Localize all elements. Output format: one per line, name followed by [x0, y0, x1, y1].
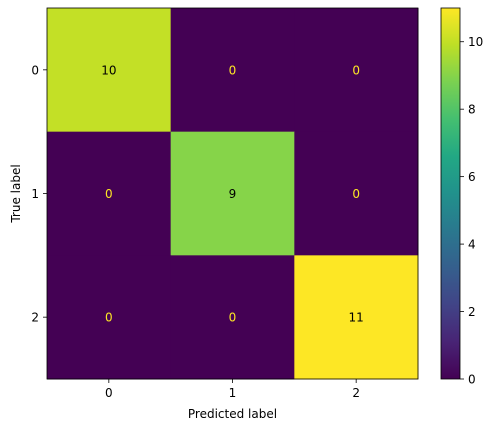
colorbar-tick-label: 4 [468, 238, 476, 252]
colorbar-tick-label: 6 [468, 170, 476, 184]
cell-value-label: 0 [229, 63, 237, 77]
cell-value-label: 0 [352, 63, 360, 77]
colorbar-tick-label: 2 [468, 305, 476, 319]
y-tick-label: 2 [31, 311, 39, 325]
matrix-cell [170, 255, 295, 380]
matrix-cell [47, 8, 172, 133]
matrix-cell [170, 8, 295, 133]
cell-value-label: 9 [229, 187, 237, 201]
y-tick-label: 0 [31, 63, 39, 77]
colorbar-ticks: 0 2 4 6 8 10 [460, 35, 483, 387]
matrix-cell [47, 131, 172, 256]
y-axis-label: True label [9, 164, 23, 223]
matrix-cell [47, 255, 172, 380]
cell-value-label: 0 [352, 187, 360, 201]
matrix-cell [170, 131, 295, 256]
matrix-cell [294, 255, 419, 380]
cell-value-label: 0 [229, 311, 237, 325]
cell-value-label: 0 [105, 187, 113, 201]
cell-labels: 10 0 0 0 9 0 0 0 11 [101, 63, 364, 324]
colorbar-frame [440, 7, 461, 380]
colorbar-tick-label: 0 [468, 373, 476, 387]
y-axis: 0 1 2 [31, 63, 47, 325]
x-axis-label: Predicted label [188, 407, 277, 421]
x-tick-label: 1 [229, 386, 237, 400]
x-tick-label: 0 [105, 386, 113, 400]
colorbar-tick-label: 8 [468, 103, 476, 117]
matrix-cells [47, 8, 419, 380]
cell-value-label: 11 [349, 311, 364, 325]
matrix-cell [294, 131, 419, 256]
x-tick-label: 2 [352, 386, 360, 400]
colorbar [441, 8, 460, 379]
x-axis: 0 1 2 [105, 379, 360, 400]
cell-value-label: 10 [101, 63, 116, 77]
y-tick-label: 1 [31, 187, 39, 201]
matrix-cell [294, 8, 419, 133]
colorbar-tick-label: 10 [468, 35, 483, 49]
cell-value-label: 0 [105, 311, 113, 325]
